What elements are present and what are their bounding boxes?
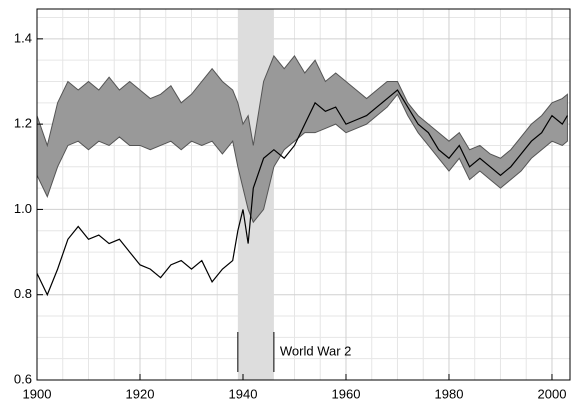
y-tick-label: 0.8	[14, 286, 32, 301]
x-tick-label: 2000	[538, 386, 567, 401]
y-tick-label: 1.0	[14, 201, 32, 216]
annotation: World War 2	[280, 343, 352, 358]
line	[36, 89, 568, 297]
y-tick-label: 1.2	[14, 116, 32, 131]
band-area	[36, 54, 568, 224]
y-tick-label: 1.4	[14, 30, 32, 45]
x-tick-label: 1940	[229, 386, 258, 401]
plot-frame	[36, 8, 571, 381]
x-tick-label: 1920	[126, 386, 155, 401]
y-tick-label: 0.6	[14, 371, 32, 386]
x-tick-label: 1980	[435, 386, 464, 401]
x-tick-label: 1900	[23, 386, 52, 401]
x-tick-label: 1960	[332, 386, 361, 401]
